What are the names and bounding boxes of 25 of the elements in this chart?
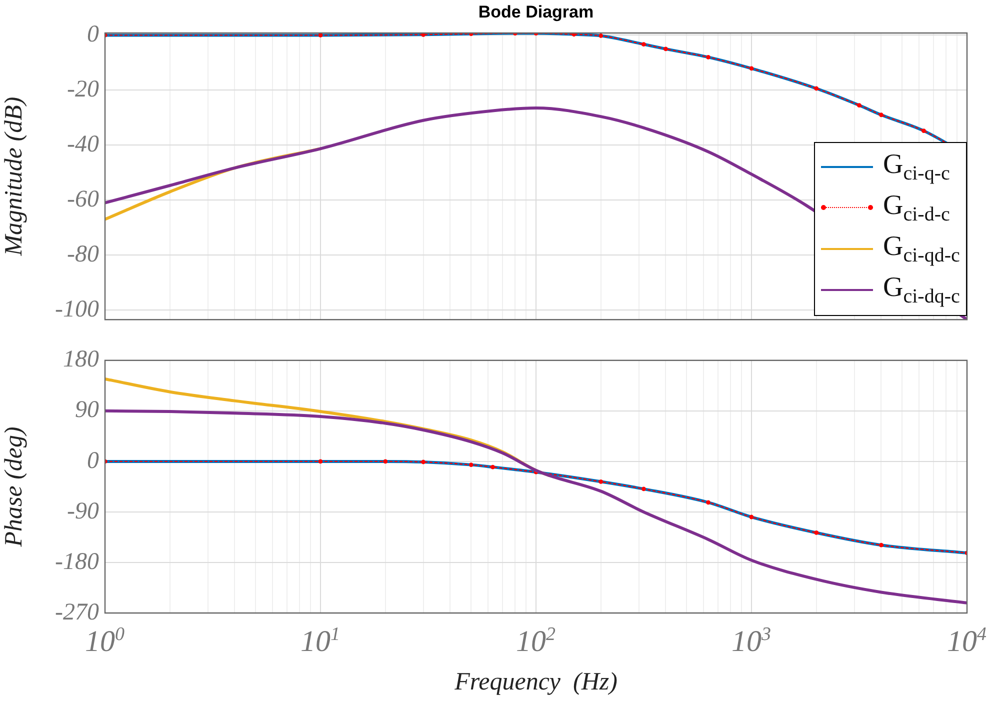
x-axis-title: Frequency (Hz) bbox=[454, 668, 618, 696]
x-tick-label: 10$^{4}$ bbox=[947, 624, 986, 658]
y-tick-label: 0 bbox=[87, 448, 99, 474]
chart-title: Bode Diagram bbox=[478, 2, 594, 22]
y-tick-label: 180 bbox=[63, 346, 99, 373]
y-tick-label: -270 bbox=[55, 599, 99, 626]
y-tick-label: 90 bbox=[75, 397, 99, 424]
y-tick-label: -90 bbox=[67, 498, 99, 524]
x-tick-label: 10$^{2}$ bbox=[516, 624, 556, 658]
y-tick-label: -180 bbox=[55, 548, 99, 575]
legend-label: G$_{ci-q-c}$ bbox=[883, 148, 950, 184]
y-axis-title: Phase (deg) bbox=[0, 426, 28, 548]
x-tick-label: 10$^{3}$ bbox=[732, 624, 771, 658]
legend-label: G$_{ci-qd-c}$ bbox=[883, 230, 960, 266]
y-tick-label: -40 bbox=[67, 131, 99, 158]
x-tick-label: 10$^{1}$ bbox=[300, 624, 340, 658]
y-axis-title: Magnitude (dB) bbox=[0, 96, 28, 257]
legend-label: G$_{ci-d-c}$ bbox=[883, 190, 950, 226]
x-tick-label: 10$^{0}$ bbox=[85, 624, 124, 658]
y-tick-label: -20 bbox=[67, 76, 99, 102]
y-tick-label: -100 bbox=[55, 296, 99, 322]
y-tick-label: -60 bbox=[67, 186, 99, 212]
y-tick-label: 0 bbox=[87, 22, 99, 48]
legend-label: G$_{ci-dq-c}$ bbox=[883, 272, 960, 308]
y-tick-label: -80 bbox=[67, 241, 99, 268]
